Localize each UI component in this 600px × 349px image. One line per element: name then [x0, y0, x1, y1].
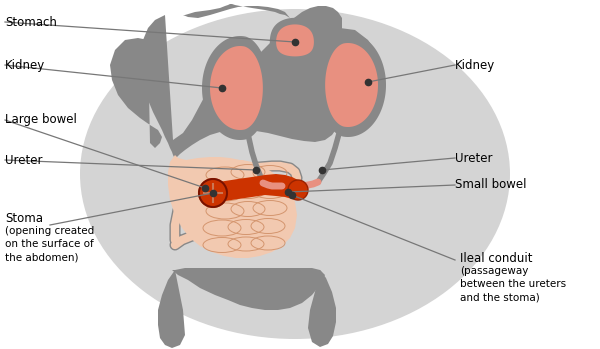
Polygon shape: [319, 33, 386, 137]
Polygon shape: [158, 270, 185, 348]
Polygon shape: [168, 155, 297, 258]
Text: on the surface of: on the surface of: [5, 239, 94, 249]
Text: Large bowel: Large bowel: [5, 113, 77, 126]
Text: between the ureters: between the ureters: [460, 279, 566, 289]
Ellipse shape: [80, 9, 510, 339]
Polygon shape: [110, 38, 162, 148]
Text: and the stoma): and the stoma): [460, 292, 540, 302]
Text: Ureter: Ureter: [5, 154, 43, 166]
Polygon shape: [325, 43, 378, 127]
Polygon shape: [140, 6, 342, 158]
Polygon shape: [202, 36, 269, 140]
Text: Kidney: Kidney: [5, 59, 45, 72]
Text: (passageway: (passageway: [460, 266, 529, 276]
Text: Ureter: Ureter: [455, 151, 493, 164]
Circle shape: [288, 180, 308, 200]
Polygon shape: [335, 28, 382, 135]
Polygon shape: [172, 268, 325, 310]
Text: Kidney: Kidney: [455, 59, 495, 72]
Polygon shape: [183, 4, 290, 18]
Text: Stoma: Stoma: [5, 212, 43, 225]
Polygon shape: [276, 24, 314, 57]
Text: Small bowel: Small bowel: [455, 178, 527, 192]
Polygon shape: [213, 174, 298, 203]
Polygon shape: [210, 46, 263, 130]
Text: the abdomen): the abdomen): [5, 252, 79, 262]
Text: Ileal conduit: Ileal conduit: [460, 252, 533, 265]
Polygon shape: [308, 270, 336, 347]
Polygon shape: [270, 18, 320, 62]
Text: (opening created: (opening created: [5, 226, 94, 236]
Circle shape: [199, 179, 227, 207]
Text: Stomach: Stomach: [5, 15, 57, 29]
